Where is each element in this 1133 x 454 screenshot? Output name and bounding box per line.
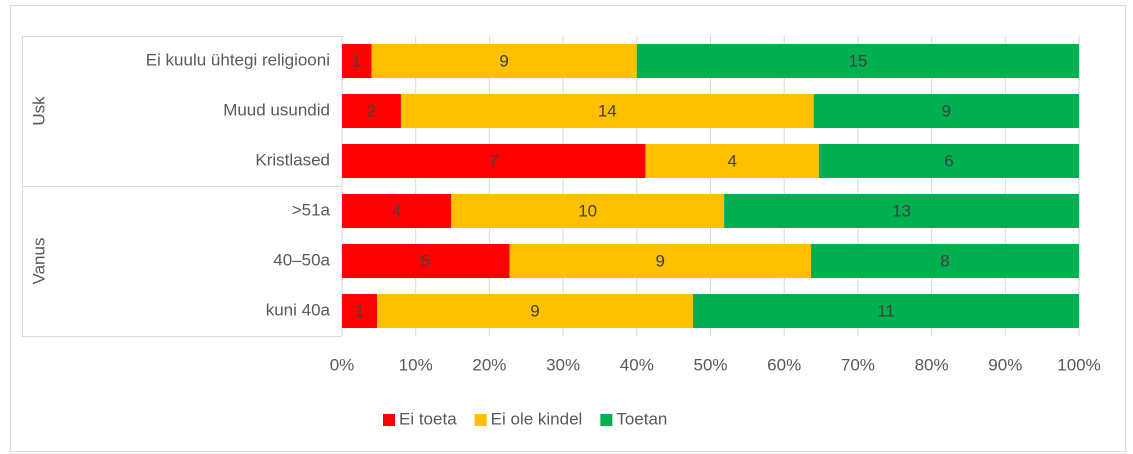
bar-segment [692, 294, 1079, 328]
bar-segment [377, 294, 693, 328]
bar-segment [636, 44, 1079, 78]
group-label: Usk [29, 96, 48, 126]
data-label: 6 [944, 151, 953, 170]
x-tick-label: 100% [1057, 355, 1100, 374]
data-label: 9 [499, 51, 508, 70]
bar-segment [400, 94, 814, 128]
legend-label: Ei toeta [399, 409, 457, 428]
bar-segment [342, 144, 646, 178]
data-label: 9 [656, 251, 665, 270]
group-label: Vanus [29, 238, 48, 285]
data-label: 8 [940, 251, 949, 270]
data-label: 15 [848, 51, 867, 70]
data-label: 10 [578, 201, 597, 220]
data-label: 14 [598, 101, 617, 120]
y-tick-label: 40–50a [273, 250, 330, 269]
legend-label: Ei ole kindel [491, 409, 583, 428]
data-label: 4 [727, 151, 736, 170]
bar-segment [451, 194, 725, 228]
data-label: 13 [892, 201, 911, 220]
bar-segment [342, 294, 378, 328]
bar-segment [818, 144, 1079, 178]
data-label: 9 [942, 101, 951, 120]
x-tick-label: 20% [472, 355, 506, 374]
x-tick-label: 30% [546, 355, 580, 374]
bar-segment [813, 94, 1079, 128]
bar-segment [342, 244, 510, 278]
data-label: 2 [367, 101, 376, 120]
bar-segment [811, 244, 1079, 278]
x-tick-label: 50% [693, 355, 727, 374]
x-tick-label: 60% [767, 355, 801, 374]
legend-swatch [600, 414, 613, 426]
x-tick-label: 0% [330, 355, 355, 374]
data-label: 7 [489, 151, 498, 170]
data-label: 9 [530, 301, 539, 320]
y-tick-label: Muud usundid [223, 100, 330, 119]
bar-segment [645, 144, 819, 178]
bar-segment [342, 94, 401, 128]
bar-segment [724, 194, 1079, 228]
y-tick-label: kuni 40a [266, 300, 331, 319]
legend-label: Toetan [616, 409, 667, 428]
bar-segment [509, 244, 811, 278]
bar-segment [342, 194, 452, 228]
data-label: 11 [877, 301, 895, 320]
x-tick-label: 40% [620, 355, 654, 374]
data-label: 4 [392, 201, 401, 220]
y-tick-label: Ei kuulu ühtegi religiooni [146, 50, 330, 69]
legend-swatch [383, 414, 395, 426]
x-tick-label: 90% [988, 355, 1022, 374]
bar-segment [342, 44, 372, 78]
x-tick-label: 80% [915, 355, 949, 374]
data-label: 5 [421, 251, 430, 270]
y-tick-label: Kristlased [255, 150, 330, 169]
chart-border [10, 5, 1126, 452]
data-label: 1 [352, 51, 361, 70]
legend-swatch [474, 414, 487, 426]
data-label: 1 [355, 301, 364, 320]
y-tick-label: >51a [292, 200, 331, 219]
x-tick-label: 70% [841, 355, 875, 374]
x-tick-label: 10% [399, 355, 433, 374]
bar-segment [371, 44, 637, 78]
